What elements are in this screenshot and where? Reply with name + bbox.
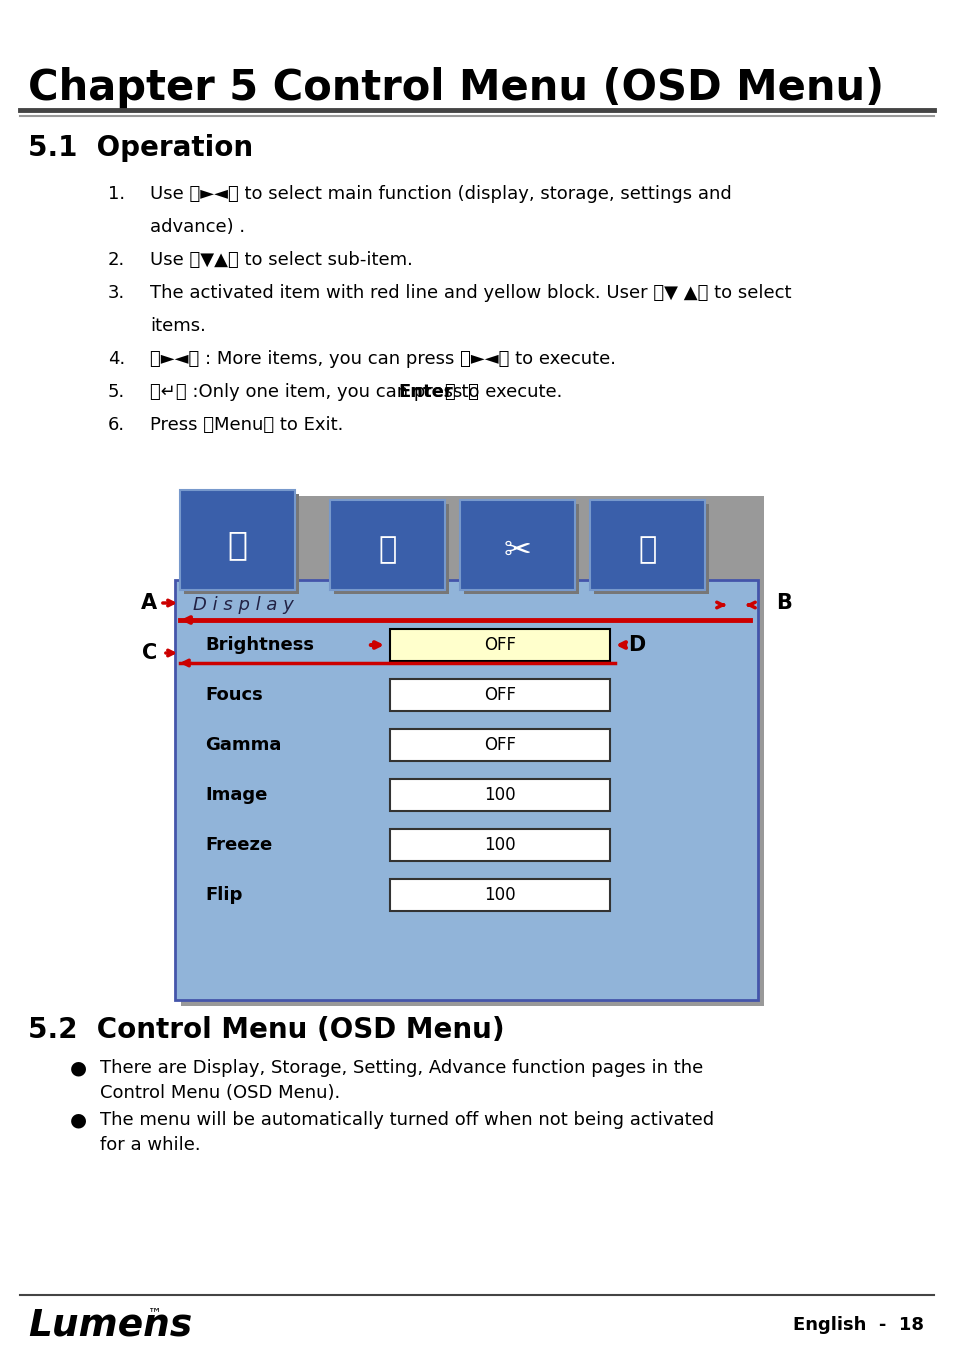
- Bar: [330, 500, 444, 589]
- Bar: [390, 829, 609, 861]
- Text: The activated item with red line and yellow block. User 『▼ ▲』 to select: The activated item with red line and yel…: [150, 284, 791, 301]
- Text: 6.: 6.: [108, 416, 125, 434]
- Text: English  -  18: English - 18: [792, 1315, 923, 1334]
- Text: Chapter 5 Control Menu (OSD Menu): Chapter 5 Control Menu (OSD Menu): [28, 68, 883, 110]
- Text: Use 『▼▲』 to select sub-item.: Use 『▼▲』 to select sub-item.: [150, 251, 413, 269]
- Text: 🎥: 🎥: [227, 529, 247, 561]
- Text: Use 『►◄』 to select main function (display, storage, settings and: Use 『►◄』 to select main function (displa…: [150, 185, 731, 203]
- Bar: [459, 500, 575, 589]
- Text: 5.2  Control Menu (OSD Menu): 5.2 Control Menu (OSD Menu): [28, 1015, 504, 1044]
- Bar: [184, 493, 298, 594]
- Text: OFF: OFF: [483, 735, 516, 754]
- Text: Freeze: Freeze: [205, 836, 272, 854]
- Text: There are Display, Storage, Setting, Advance function pages in the: There are Display, Storage, Setting, Adv…: [100, 1059, 702, 1078]
- Bar: [390, 679, 609, 711]
- Text: OFF: OFF: [483, 635, 516, 654]
- Text: ●: ●: [70, 1110, 87, 1129]
- Bar: [589, 500, 704, 589]
- Text: 100: 100: [484, 886, 516, 904]
- Text: 💾: 💾: [378, 535, 396, 565]
- Bar: [390, 729, 609, 761]
- Text: Lumens: Lumens: [28, 1307, 193, 1343]
- Bar: [181, 496, 763, 1006]
- Text: Gamma: Gamma: [205, 735, 281, 754]
- Text: Foucs: Foucs: [205, 685, 262, 704]
- Bar: [334, 504, 449, 594]
- Text: 』 to execute.: 』 to execute.: [444, 383, 561, 402]
- Text: Control Menu (OSD Menu).: Control Menu (OSD Menu).: [100, 1084, 340, 1102]
- Text: Image: Image: [205, 786, 267, 804]
- Text: advance) .: advance) .: [150, 218, 245, 237]
- Bar: [594, 504, 708, 594]
- Text: 100: 100: [484, 836, 516, 854]
- Text: Enter: Enter: [397, 383, 453, 402]
- Text: 3.: 3.: [108, 284, 125, 301]
- Text: for a while.: for a while.: [100, 1136, 200, 1155]
- Text: 1.: 1.: [108, 185, 125, 203]
- Bar: [390, 879, 609, 911]
- Text: ™: ™: [148, 1306, 162, 1320]
- Text: 5.: 5.: [108, 383, 125, 402]
- Text: Flip: Flip: [205, 886, 242, 904]
- Text: 『►◄』 : More items, you can press 『►◄』 to execute.: 『►◄』 : More items, you can press 『►◄』 to…: [150, 350, 616, 368]
- Text: The menu will be automatically turned off when not being activated: The menu will be automatically turned of…: [100, 1111, 714, 1129]
- Bar: [174, 580, 758, 1000]
- Text: D i s p l a y: D i s p l a y: [193, 596, 294, 614]
- Bar: [180, 489, 294, 589]
- Text: Press 『Menu』 to Exit.: Press 『Menu』 to Exit.: [150, 416, 343, 434]
- Text: 2.: 2.: [108, 251, 125, 269]
- Text: ●: ●: [70, 1059, 87, 1078]
- Text: C: C: [142, 644, 157, 662]
- Text: 100: 100: [484, 786, 516, 804]
- Bar: [463, 504, 578, 594]
- Text: B: B: [775, 594, 791, 612]
- Text: 5.1  Operation: 5.1 Operation: [28, 134, 253, 162]
- Text: items.: items.: [150, 316, 206, 335]
- Text: 📈: 📈: [638, 535, 656, 565]
- Text: 『↵』 :Only one item, you can press 『: 『↵』 :Only one item, you can press 『: [150, 383, 478, 402]
- Text: D: D: [627, 635, 644, 654]
- Bar: [390, 629, 609, 661]
- Bar: [390, 779, 609, 811]
- Text: OFF: OFF: [483, 685, 516, 704]
- Text: 4.: 4.: [108, 350, 125, 368]
- Text: ✂: ✂: [503, 534, 531, 566]
- Text: A: A: [141, 594, 157, 612]
- Text: Brightness: Brightness: [205, 635, 314, 654]
